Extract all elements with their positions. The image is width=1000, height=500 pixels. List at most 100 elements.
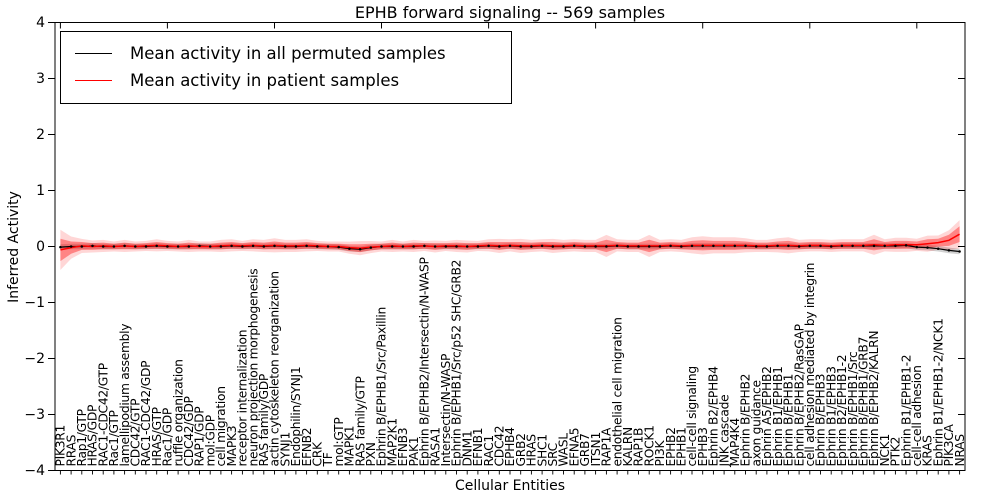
category-tick-label: PIK3R1: [54, 425, 68, 467]
marker-dot: [958, 250, 961, 253]
marker-dot: [690, 244, 694, 248]
category-tick-label: Ephrin B/EPHB1/Src/p52 SHC/GRB2: [450, 260, 464, 467]
marker-dot: [412, 245, 415, 248]
category-tick-label: SYNJ1: [278, 432, 292, 466]
marker-dot: [605, 245, 608, 248]
category-tick-label: RAC1-CDC42/GDP: [139, 361, 153, 467]
category-tick-label: SHC1: [535, 434, 549, 466]
marker-dot: [305, 244, 308, 248]
category-tick-label: RRAS: [64, 434, 78, 466]
marker-dot: [872, 244, 876, 248]
category-tick-label: cell migration: [214, 386, 228, 466]
marker-dot: [380, 245, 383, 248]
marker-dot: [176, 245, 180, 248]
marker-dot: [487, 244, 490, 248]
category-tick-label: Ephrin B/EPHB2: [739, 374, 753, 467]
marker-dot: [326, 245, 330, 248]
category-tick-label: Rac1/GTP: [107, 410, 121, 466]
marker-dot: [508, 244, 512, 248]
y-tick-label: −1: [24, 295, 45, 311]
marker-dot: [166, 245, 169, 248]
y-tick-label: 1: [36, 183, 45, 199]
marker-dot: [647, 245, 651, 248]
legend-label-patient: Mean activity in patient samples: [130, 71, 400, 90]
category-tick-label: Ephrin B/EPHB1/Src/Paxillin: [375, 307, 389, 467]
marker-dot: [219, 245, 223, 248]
marker-dot: [851, 244, 854, 248]
category-tick-label: cell-cell signaling: [685, 366, 699, 466]
category-tick-label: CDC42/GDP: [182, 396, 196, 466]
category-tick-label: RAP1B: [632, 428, 646, 467]
category-tick-label: Ephrin B/EPHB2/Intersectin/N-WASP: [418, 257, 432, 466]
category-tick-label: EFNB2: [300, 428, 314, 467]
marker-dot: [808, 244, 812, 248]
category-tick-label: Ephrin A5/EPHB2: [760, 366, 774, 466]
category-tick-label: EFNA5: [567, 428, 581, 467]
marker-dot: [722, 244, 726, 248]
category-tick-label: EPHB1: [675, 427, 689, 466]
category-tick-label: ROCK1: [642, 425, 656, 466]
category-tick-label: Intersectin/N-WASP: [439, 354, 453, 467]
y-tick-label: −2: [24, 351, 45, 367]
marker-dot: [134, 245, 137, 248]
marker-dot: [915, 245, 919, 249]
category-tick-label: cell-cell adhesion: [910, 365, 924, 466]
marker-dot: [787, 244, 790, 248]
marker-dot: [273, 244, 276, 248]
legend: Mean activity in all permuted samples Me…: [60, 31, 512, 104]
category-tick-label: Ephrin B1/EPHB1-2: [899, 355, 913, 467]
y-tick-label: 3: [36, 71, 45, 87]
marker-dot: [658, 245, 662, 248]
y-tick-label: 4: [36, 15, 45, 31]
category-tick-label: EFNB1: [471, 428, 485, 467]
category-tick-label: JNK cascade: [717, 395, 731, 468]
legend-line-patient-icon: [75, 80, 112, 81]
category-tick-label: axon guidance: [749, 380, 763, 466]
y-tick-label: −3: [24, 407, 45, 423]
category-tick-label: RASA1: [428, 427, 442, 466]
category-tick-label: actin cytoskeleton reorganization: [268, 271, 282, 466]
marker-dot: [455, 245, 458, 248]
marker-dot: [701, 244, 704, 248]
marker-dot: [348, 247, 351, 250]
marker-dot: [819, 244, 822, 248]
category-tick-label: RAP1/GDP: [193, 407, 207, 467]
category-tick-label: Ephrin B1/EPHB1: [771, 366, 785, 466]
category-tick-label: HRAS/GTP: [150, 407, 164, 466]
category-tick-label: MAP2K1: [385, 418, 399, 466]
marker-dot: [883, 244, 886, 248]
marker-dot: [680, 245, 683, 248]
marker-dot: [241, 245, 244, 248]
category-tick-label: endothelial cell migration: [610, 317, 624, 466]
category-tick-label: RAS family/GTP: [353, 376, 367, 466]
marker-dot: [262, 245, 266, 248]
legend-line-permuted-icon: [75, 53, 112, 54]
category-tick-label: GRB2: [514, 433, 528, 466]
marker-dot: [59, 245, 62, 249]
category-tick-label: Ephrin B1/EPHB3: [824, 366, 838, 466]
category-tick-label: CRK: [311, 441, 325, 467]
marker-dot: [316, 245, 319, 248]
marker-dot: [251, 244, 255, 248]
category-tick-label: Rap1/GTP: [75, 409, 89, 466]
category-tick-label: KRAS: [921, 435, 935, 467]
category-tick-label: Ephrin B/EPHB2/KALRN: [867, 331, 881, 467]
marker-dot: [712, 244, 715, 248]
marker-dot: [551, 245, 555, 248]
category-tick-label: PTK2: [889, 437, 903, 467]
marker-dot: [80, 245, 84, 248]
category-tick-label: GRB7: [578, 433, 592, 466]
marker-dot: [540, 244, 544, 248]
y-tick-label: 2: [36, 127, 45, 143]
category-tick-label: CDC42: [493, 426, 507, 467]
category-tick-label: ruffle organization: [171, 359, 185, 466]
category-tick-label: HRAS: [525, 434, 539, 467]
category-tick-label: MAPK3: [225, 426, 239, 467]
marker-dot: [594, 245, 597, 248]
marker-dot: [765, 245, 769, 248]
marker-dot: [155, 244, 158, 248]
category-tick-label: RAS family/GDP: [257, 374, 271, 466]
category-tick-label: Ephrin B/EPHB2/RasGAP: [792, 324, 806, 466]
permuted-markers: [59, 244, 961, 253]
